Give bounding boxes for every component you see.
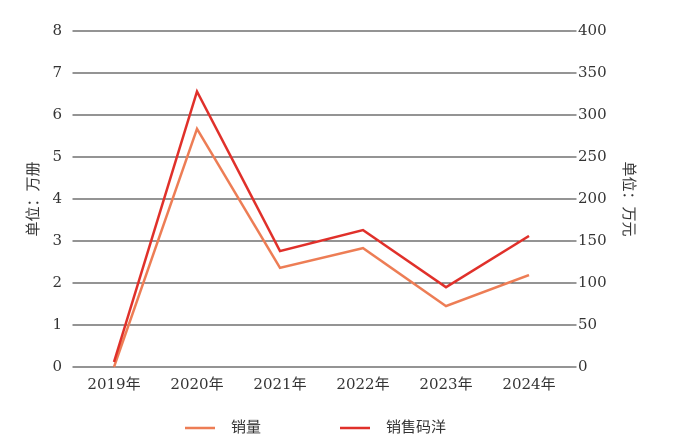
x-tick-label: 2024年 xyxy=(502,375,555,393)
y-tick-label: 0 xyxy=(52,357,62,375)
x-tick-label: 2020年 xyxy=(170,375,223,393)
y2-tick-label: 200 xyxy=(578,189,607,207)
y2-tick-label: 100 xyxy=(578,273,607,291)
y2-tick-label: 300 xyxy=(578,105,607,123)
legend-label: 销量 xyxy=(231,418,261,436)
y2-tick-label: 350 xyxy=(578,63,607,81)
series-line xyxy=(112,88,530,363)
y-tick-label: 2 xyxy=(52,273,62,291)
y-tick-label: 4 xyxy=(52,189,62,207)
y-tick-label: 6 xyxy=(52,105,62,123)
y2-tick-label: 0 xyxy=(578,357,588,375)
x-tick-label: 2023年 xyxy=(419,375,472,393)
y-axis-label: 单位：万册 xyxy=(24,161,42,236)
y-tick-label: 8 xyxy=(52,21,62,39)
y-tick-label: 7 xyxy=(52,63,62,81)
y2-tick-label: 50 xyxy=(578,315,597,333)
series-line xyxy=(112,125,530,368)
y-tick-label: 3 xyxy=(52,231,62,249)
x-tick-label: 2019年 xyxy=(87,375,140,393)
y-tick-label: 5 xyxy=(52,147,62,165)
y2-tick-label: 150 xyxy=(578,231,607,249)
y2-axis-label: 单位：万元 xyxy=(620,161,638,236)
y-tick-label: 1 xyxy=(52,315,62,333)
y2-tick-label: 400 xyxy=(578,21,607,39)
y2-tick-label: 250 xyxy=(578,147,607,165)
x-tick-label: 2021年 xyxy=(253,375,306,393)
legend-label: 销售码洋 xyxy=(386,418,446,436)
x-tick-label: 2022年 xyxy=(336,375,389,393)
